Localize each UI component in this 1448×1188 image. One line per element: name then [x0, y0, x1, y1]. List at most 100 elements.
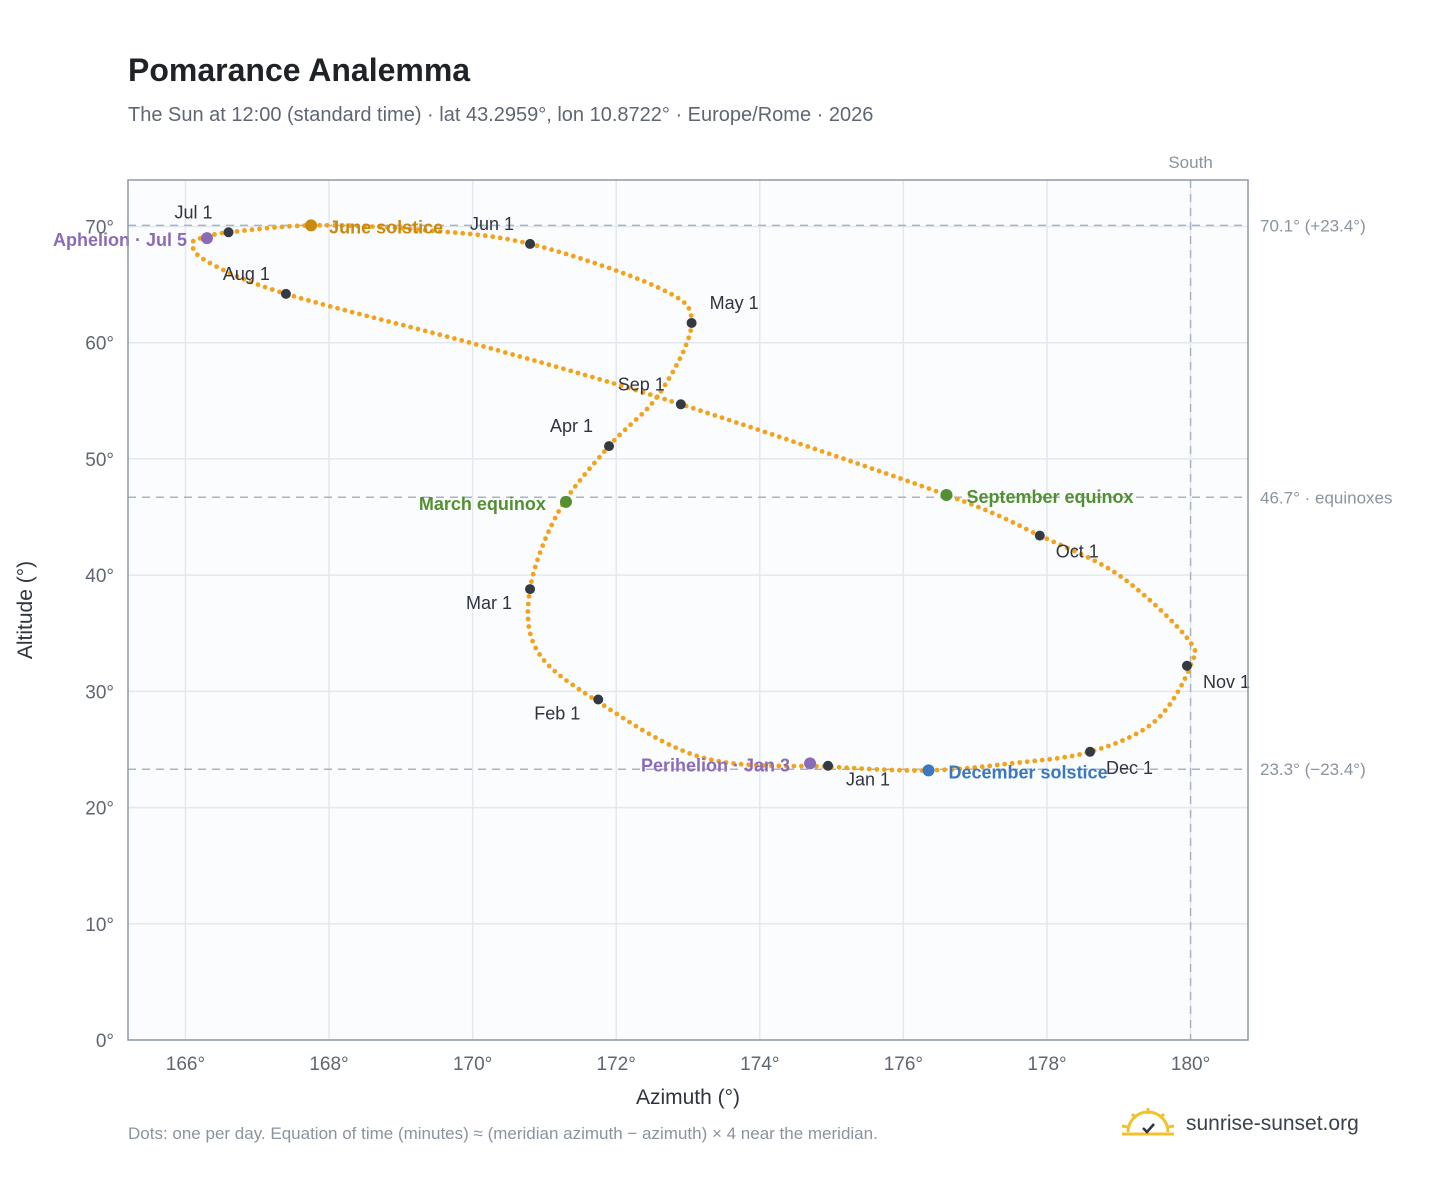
daily-dot — [690, 405, 696, 411]
daily-dot — [686, 335, 692, 341]
daily-dot — [430, 228, 435, 234]
daily-dot — [862, 463, 868, 469]
daily-dot — [761, 763, 767, 768]
daily-dot — [904, 768, 910, 773]
daily-dot — [1047, 756, 1053, 762]
daily-dot — [762, 429, 768, 435]
month-marker — [223, 227, 234, 238]
daily-dot — [972, 765, 978, 770]
daily-dot — [819, 449, 825, 454]
daily-dot — [502, 350, 508, 355]
event-label: December solstice — [949, 762, 1108, 782]
daily-dot — [597, 376, 602, 382]
daily-dot — [549, 522, 555, 528]
daily-dot — [355, 223, 360, 229]
daily-dot — [826, 451, 832, 457]
daily-dot — [669, 399, 675, 404]
daily-dot — [851, 765, 857, 771]
daily-dot — [805, 444, 811, 449]
daily-dot — [855, 461, 861, 466]
daily-dot — [537, 652, 542, 657]
daily-dot — [520, 239, 525, 245]
daily-dot — [964, 765, 970, 771]
daily-dot — [190, 246, 196, 251]
daily-dot — [983, 507, 988, 513]
daily-dot — [618, 383, 624, 389]
daily-dot — [746, 762, 751, 768]
daily-dot — [207, 260, 213, 266]
daily-dot — [242, 228, 247, 233]
daily-dot — [1044, 536, 1050, 542]
month-label: Nov 1 — [1203, 672, 1250, 692]
daily-dot — [1169, 618, 1175, 624]
daily-dot — [694, 753, 700, 759]
daily-dot — [1054, 755, 1060, 761]
chart-title: Pomarance Analemma — [128, 52, 471, 88]
daily-dot — [533, 645, 539, 651]
x-tick-label: 180° — [1171, 1054, 1210, 1075]
daily-dot — [876, 468, 882, 474]
month-marker — [280, 288, 291, 299]
plot-frame — [127, 179, 1249, 1041]
daily-dot — [648, 282, 654, 287]
south-label: South — [1168, 153, 1212, 172]
daily-dot — [647, 392, 653, 397]
daily-dot — [957, 766, 963, 772]
daily-dot — [1023, 526, 1029, 532]
daily-dot — [769, 432, 775, 437]
daily-dot — [1147, 597, 1153, 603]
daily-dot — [628, 422, 633, 427]
daily-dot — [539, 360, 544, 365]
daily-dot — [1182, 676, 1188, 681]
daily-dot — [452, 230, 458, 236]
daily-dot — [257, 226, 262, 232]
daily-dot — [549, 247, 554, 253]
daily-dot — [666, 742, 672, 747]
daily-dot — [377, 224, 383, 230]
daily-dot — [1078, 551, 1084, 557]
daily-dot — [783, 763, 789, 769]
daily-dot — [1051, 539, 1057, 545]
daily-dot — [526, 594, 532, 599]
daily-dot — [919, 483, 925, 489]
daily-dot — [512, 238, 518, 244]
daily-dot — [546, 529, 551, 535]
daily-dot — [488, 346, 494, 351]
daily-dot — [614, 711, 620, 717]
daily-dot — [298, 296, 304, 301]
daily-dot — [317, 222, 323, 228]
daily-dot — [452, 336, 457, 341]
daily-dot — [570, 682, 576, 688]
daily-dot — [467, 231, 473, 237]
daily-dot — [949, 767, 955, 772]
daily-dot — [599, 263, 605, 268]
month-marker — [1085, 746, 1096, 757]
daily-dot — [881, 767, 887, 773]
event-marker — [305, 219, 318, 232]
daily-dot — [269, 287, 275, 292]
daily-dot — [364, 313, 370, 319]
daily-dot — [646, 731, 652, 737]
daily-dot — [1032, 758, 1038, 764]
daily-dot — [1002, 761, 1008, 767]
daily-dot — [627, 273, 633, 279]
daily-dot — [644, 406, 650, 412]
daily-dot — [558, 673, 563, 679]
daily-dot — [212, 232, 217, 237]
daily-dot — [313, 300, 319, 305]
daily-dot — [287, 223, 292, 229]
daily-dot — [674, 363, 679, 368]
month-label: Jan 1 — [846, 770, 890, 790]
month-marker — [1181, 660, 1192, 671]
daily-dot — [942, 767, 947, 773]
daily-dot — [527, 631, 533, 637]
event-label: Aphelion · Jul 5 — [53, 230, 187, 250]
daily-dot — [400, 322, 406, 328]
daily-dot — [1003, 516, 1009, 522]
daily-dot — [673, 745, 679, 750]
daily-dot — [541, 245, 547, 251]
daily-dot — [592, 460, 597, 466]
x-tick-label: 178° — [1027, 1054, 1066, 1075]
daily-dot — [776, 763, 782, 769]
daily-dot — [1120, 738, 1125, 743]
